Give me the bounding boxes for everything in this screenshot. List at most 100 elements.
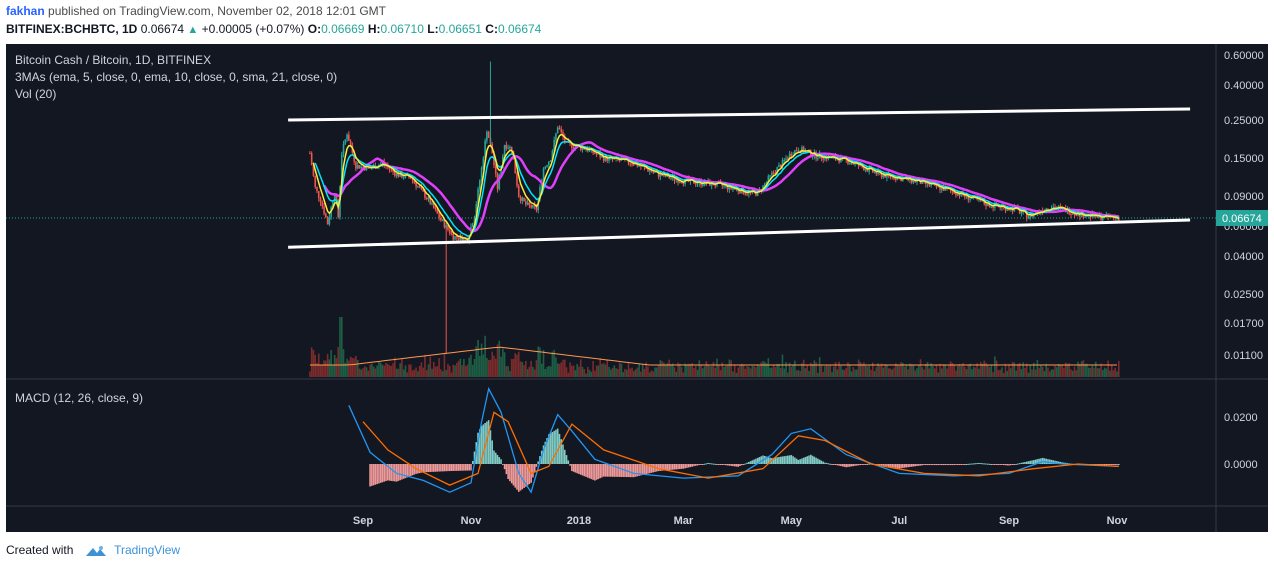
volume-bar xyxy=(960,366,963,377)
author-name[interactable]: fakhan xyxy=(6,4,45,18)
candle xyxy=(763,183,766,186)
volume-bar xyxy=(868,365,871,377)
volume-bar xyxy=(1117,360,1120,377)
candle xyxy=(725,185,727,187)
volume-bar xyxy=(526,369,529,377)
volume-bar xyxy=(371,363,373,377)
volume-bar xyxy=(431,368,433,377)
macd-histogram-bar xyxy=(560,439,563,464)
volume-bar xyxy=(852,367,855,377)
macd-histogram-bar xyxy=(834,464,837,465)
price-chart[interactable]: 0.600000.400000.250000.150000.090000.060… xyxy=(6,44,1268,532)
volume-bar xyxy=(625,369,628,377)
macd-histogram-bar xyxy=(809,454,812,464)
macd-histogram-bar xyxy=(760,456,763,464)
candle xyxy=(323,206,325,214)
volume-bar xyxy=(732,371,734,377)
time-tick-label: Nov xyxy=(461,515,483,527)
macd-histogram-bar xyxy=(795,458,798,464)
volume-bar xyxy=(549,366,552,377)
macd-histogram-bar xyxy=(912,464,915,467)
macd-histogram-bar xyxy=(1004,464,1007,466)
candle xyxy=(886,173,888,178)
candle xyxy=(379,163,382,165)
macd-histogram-bar xyxy=(441,464,444,472)
candle xyxy=(1047,208,1049,210)
volume-bar xyxy=(771,367,773,377)
volume-bar xyxy=(735,372,738,377)
volume-bar xyxy=(813,360,816,377)
volume-bar xyxy=(978,368,980,377)
macd-histogram-bar xyxy=(383,464,386,482)
volume-bar xyxy=(342,349,345,377)
macd-histogram-bar xyxy=(611,464,614,477)
macd-histogram-bar xyxy=(553,430,555,464)
macd-histogram-bar xyxy=(1098,464,1101,465)
volume-bar xyxy=(502,348,504,377)
macd-histogram-bar xyxy=(397,464,400,481)
macd-histogram-bar xyxy=(827,463,830,465)
volume-bar xyxy=(647,366,649,377)
macd-histogram-bar xyxy=(783,456,786,464)
volume-bar xyxy=(756,364,759,377)
macd-histogram-bar xyxy=(707,462,709,464)
candle xyxy=(599,153,601,158)
volume-bar xyxy=(841,369,844,377)
macd-histogram-bar xyxy=(1033,460,1035,464)
volume-bar xyxy=(703,366,706,377)
macd-histogram-bar xyxy=(666,464,669,471)
volume-bar xyxy=(459,358,462,377)
volume-bar xyxy=(556,363,559,377)
macd-histogram-bar xyxy=(1020,462,1023,464)
chart-frame xyxy=(6,44,1268,532)
candle xyxy=(454,236,456,240)
candle xyxy=(505,145,508,149)
candle xyxy=(756,191,759,196)
volume-bar xyxy=(411,370,414,377)
volume-bar xyxy=(1116,371,1118,377)
candle xyxy=(654,171,656,173)
volume-bar xyxy=(992,372,994,377)
macd-histogram-bar xyxy=(847,464,849,467)
candle xyxy=(500,168,502,175)
candle xyxy=(309,153,311,155)
candle xyxy=(394,171,396,176)
candle xyxy=(556,127,559,134)
macd-histogram-bar xyxy=(953,464,955,466)
volume-bar xyxy=(312,349,315,377)
macd-histogram-bar xyxy=(390,464,393,481)
volume-bar xyxy=(585,373,587,377)
volume-bar xyxy=(648,372,651,377)
candle xyxy=(340,154,343,187)
volume-bar xyxy=(794,360,796,377)
volume-bar xyxy=(395,368,398,377)
macd-histogram-bar xyxy=(427,464,430,473)
macd-histogram-bar xyxy=(999,464,1001,465)
volume-bar xyxy=(1029,365,1032,377)
macd-histogram-bar xyxy=(597,464,600,479)
macd-histogram-bar xyxy=(406,464,409,478)
volume-bar xyxy=(808,370,810,377)
volume-bar xyxy=(344,362,347,377)
volume-bar xyxy=(942,364,945,377)
candle xyxy=(521,197,524,201)
volume-bar xyxy=(776,363,778,377)
volume-bar xyxy=(422,367,424,377)
volume-bar xyxy=(452,364,455,377)
volume-bar xyxy=(1061,364,1063,377)
volume-bar xyxy=(666,363,669,377)
macd-histogram-bar xyxy=(663,464,665,471)
macd-histogram-bar xyxy=(532,464,534,478)
volume-bar xyxy=(916,368,918,377)
volume-bar xyxy=(473,359,476,377)
tradingview-link[interactable]: TradingView xyxy=(114,543,181,557)
volume-bar xyxy=(374,368,377,377)
macd-histogram-bar xyxy=(448,464,451,472)
volume-bar xyxy=(875,367,878,377)
candle xyxy=(801,147,803,153)
volume-bar xyxy=(1059,365,1062,377)
volume-bar xyxy=(362,368,364,377)
macd-histogram-bar xyxy=(563,449,566,464)
macd-histogram-bar xyxy=(1056,461,1058,464)
macd-histogram-bar xyxy=(1061,462,1063,464)
